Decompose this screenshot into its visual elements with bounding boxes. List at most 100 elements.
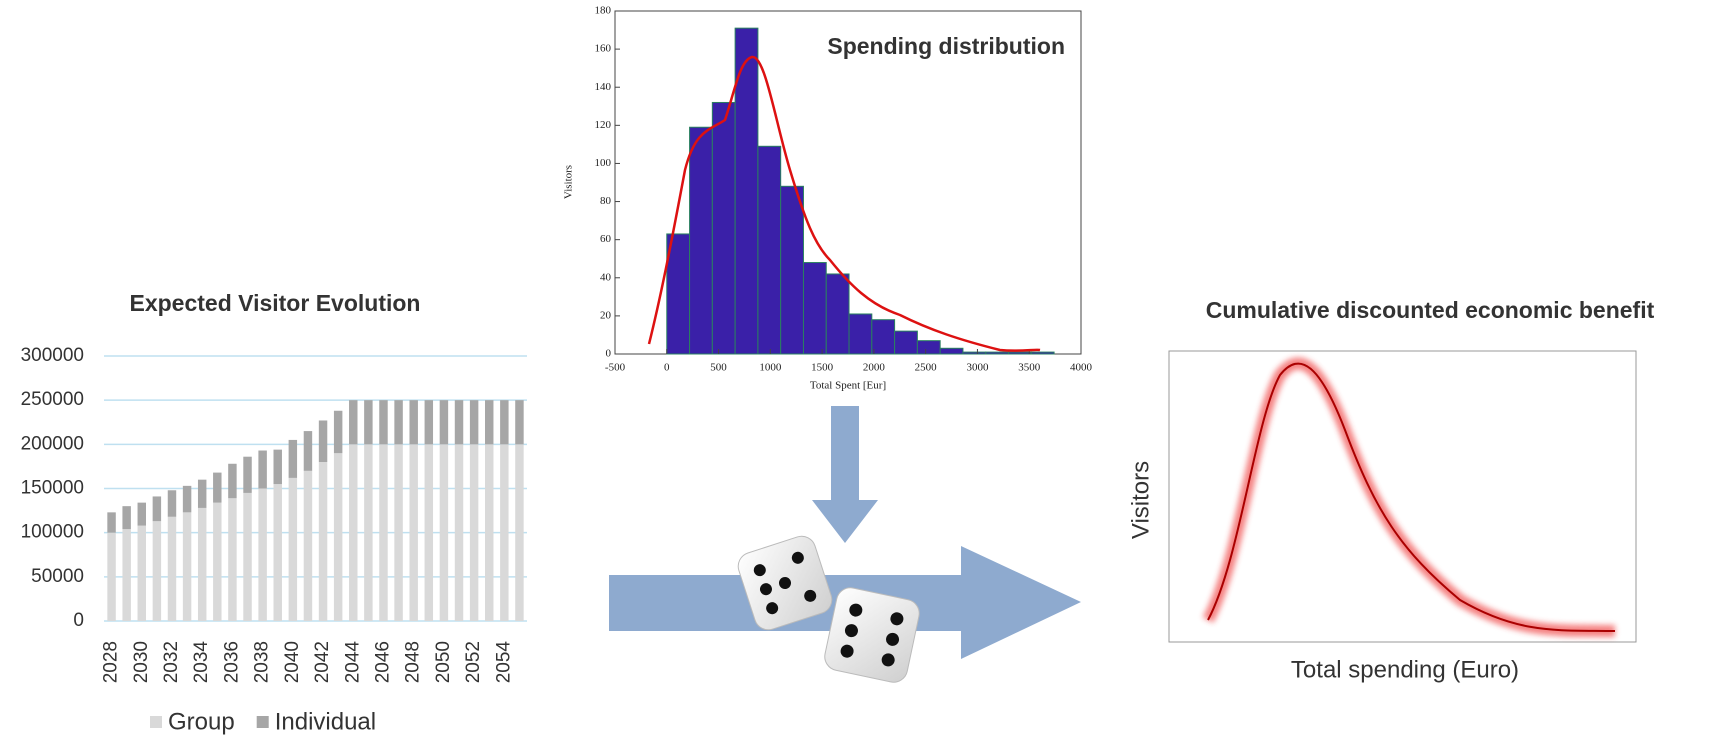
y-axis-label: Visitors (563, 165, 575, 199)
histogram-bar (826, 274, 849, 354)
bar-segment (107, 512, 115, 532)
bar-segment (228, 464, 236, 498)
bar-segment (349, 444, 357, 621)
y-tick-label: 0 (73, 610, 84, 631)
y-tick-label: 180 (595, 5, 612, 17)
bar-segment (304, 431, 312, 471)
bar-segment (334, 411, 342, 453)
y-tick-label: 20 (600, 309, 612, 321)
bar-segment (274, 450, 282, 484)
histogram-bar (872, 320, 895, 354)
bar-segment (153, 496, 161, 521)
bar-segment (122, 506, 130, 529)
bar-segment (122, 529, 130, 621)
histogram-bar (963, 352, 986, 354)
diagram: Cumulative discounted economic benefit V… (0, 0, 1713, 735)
histogram-bar (803, 263, 826, 354)
x-tick-label: -500 (605, 362, 626, 374)
bar-segment (168, 517, 176, 621)
x-tick-label: 2048 (403, 641, 424, 683)
x-tick-label: 2030 (131, 641, 152, 683)
bar-segment (319, 420, 327, 462)
y-tick-label: 200000 (21, 433, 84, 454)
histogram-bar (1009, 352, 1032, 354)
histogram-bar (758, 146, 781, 354)
histogram-bar (712, 102, 735, 354)
legend-swatch (257, 716, 269, 728)
bar-segment (394, 400, 402, 444)
y-tick-label: 0 (606, 348, 612, 360)
bar-segment (515, 400, 523, 444)
bar-segment (213, 503, 221, 621)
x-tick-label: 2036 (221, 641, 242, 683)
bar-segment (485, 444, 493, 621)
x-tick-label: 2032 (161, 641, 182, 683)
curve (1208, 364, 1615, 631)
y-tick-label: 60 (600, 233, 612, 245)
bar-segment (349, 400, 357, 444)
bar-segment (243, 457, 251, 493)
y-tick-label: 40 (600, 271, 612, 283)
legend-label: Group (168, 708, 235, 735)
bar-segment (258, 451, 266, 489)
bar-segment (183, 512, 191, 621)
bar-segment (379, 444, 387, 621)
x-tick-label: 0 (664, 362, 670, 374)
bar-segment (364, 400, 372, 444)
bar-segment (500, 444, 508, 621)
x-tick-label: 3000 (966, 362, 989, 374)
x-axis-label: Total Spent [Eur] (810, 380, 886, 392)
y-tick-label: 250000 (21, 389, 84, 410)
histogram-bar (781, 186, 804, 354)
x-tick-label: 1500 (811, 362, 834, 374)
bar-segment (455, 400, 463, 444)
bar-segment (440, 444, 448, 621)
x-tick-label: 2028 (101, 641, 122, 683)
bar-segment (319, 462, 327, 621)
histogram-bar (1031, 352, 1054, 354)
bar-segment (425, 400, 433, 444)
bar-segment (485, 400, 493, 444)
x-axis-label: Total spending (Euro) (1291, 656, 1519, 683)
bar-segment (198, 508, 206, 621)
bar-segment (364, 444, 372, 621)
x-tick-label: 2000 (863, 362, 886, 374)
histogram-bar (690, 127, 713, 354)
bar-segment (228, 498, 236, 621)
y-tick-label: 160 (595, 43, 612, 55)
x-tick-label: 2050 (433, 641, 454, 683)
chart-title: Spending distribution (827, 33, 1065, 59)
bar-segment (500, 400, 508, 444)
bar-segment (289, 440, 297, 478)
chart-title: Expected Visitor Evolution (130, 290, 421, 316)
plot-frame (1169, 351, 1636, 642)
bar-segment (334, 453, 342, 621)
bar-segment (138, 503, 146, 526)
down-arrow (812, 406, 878, 543)
x-tick-label: 1000 (759, 362, 782, 374)
bar-segment (153, 521, 161, 621)
x-tick-label: 2046 (372, 641, 393, 683)
bar-segment (440, 400, 448, 444)
histogram-bar (849, 314, 872, 354)
bar-segment (455, 444, 463, 621)
y-tick-label: 300000 (21, 345, 84, 366)
histogram-bar (917, 341, 940, 354)
histogram-bar (895, 331, 918, 354)
bar-segment (138, 526, 146, 621)
bar-segment (470, 400, 478, 444)
y-tick-label: 150000 (21, 478, 84, 499)
x-tick-label: 4000 (1070, 362, 1093, 374)
bar-segment (409, 400, 417, 444)
bar-segment (243, 493, 251, 621)
x-tick-label: 2500 (915, 362, 938, 374)
bar-segment (213, 473, 221, 503)
y-tick-label: 140 (595, 81, 612, 93)
histogram-bar (986, 352, 1009, 354)
bar-segment (470, 444, 478, 621)
legend-label: Individual (275, 708, 376, 735)
bar-segment (198, 480, 206, 508)
bar-segment (274, 484, 282, 621)
chart-title: Cumulative discounted economic benefit (1206, 297, 1655, 323)
legend-swatch (150, 716, 162, 728)
